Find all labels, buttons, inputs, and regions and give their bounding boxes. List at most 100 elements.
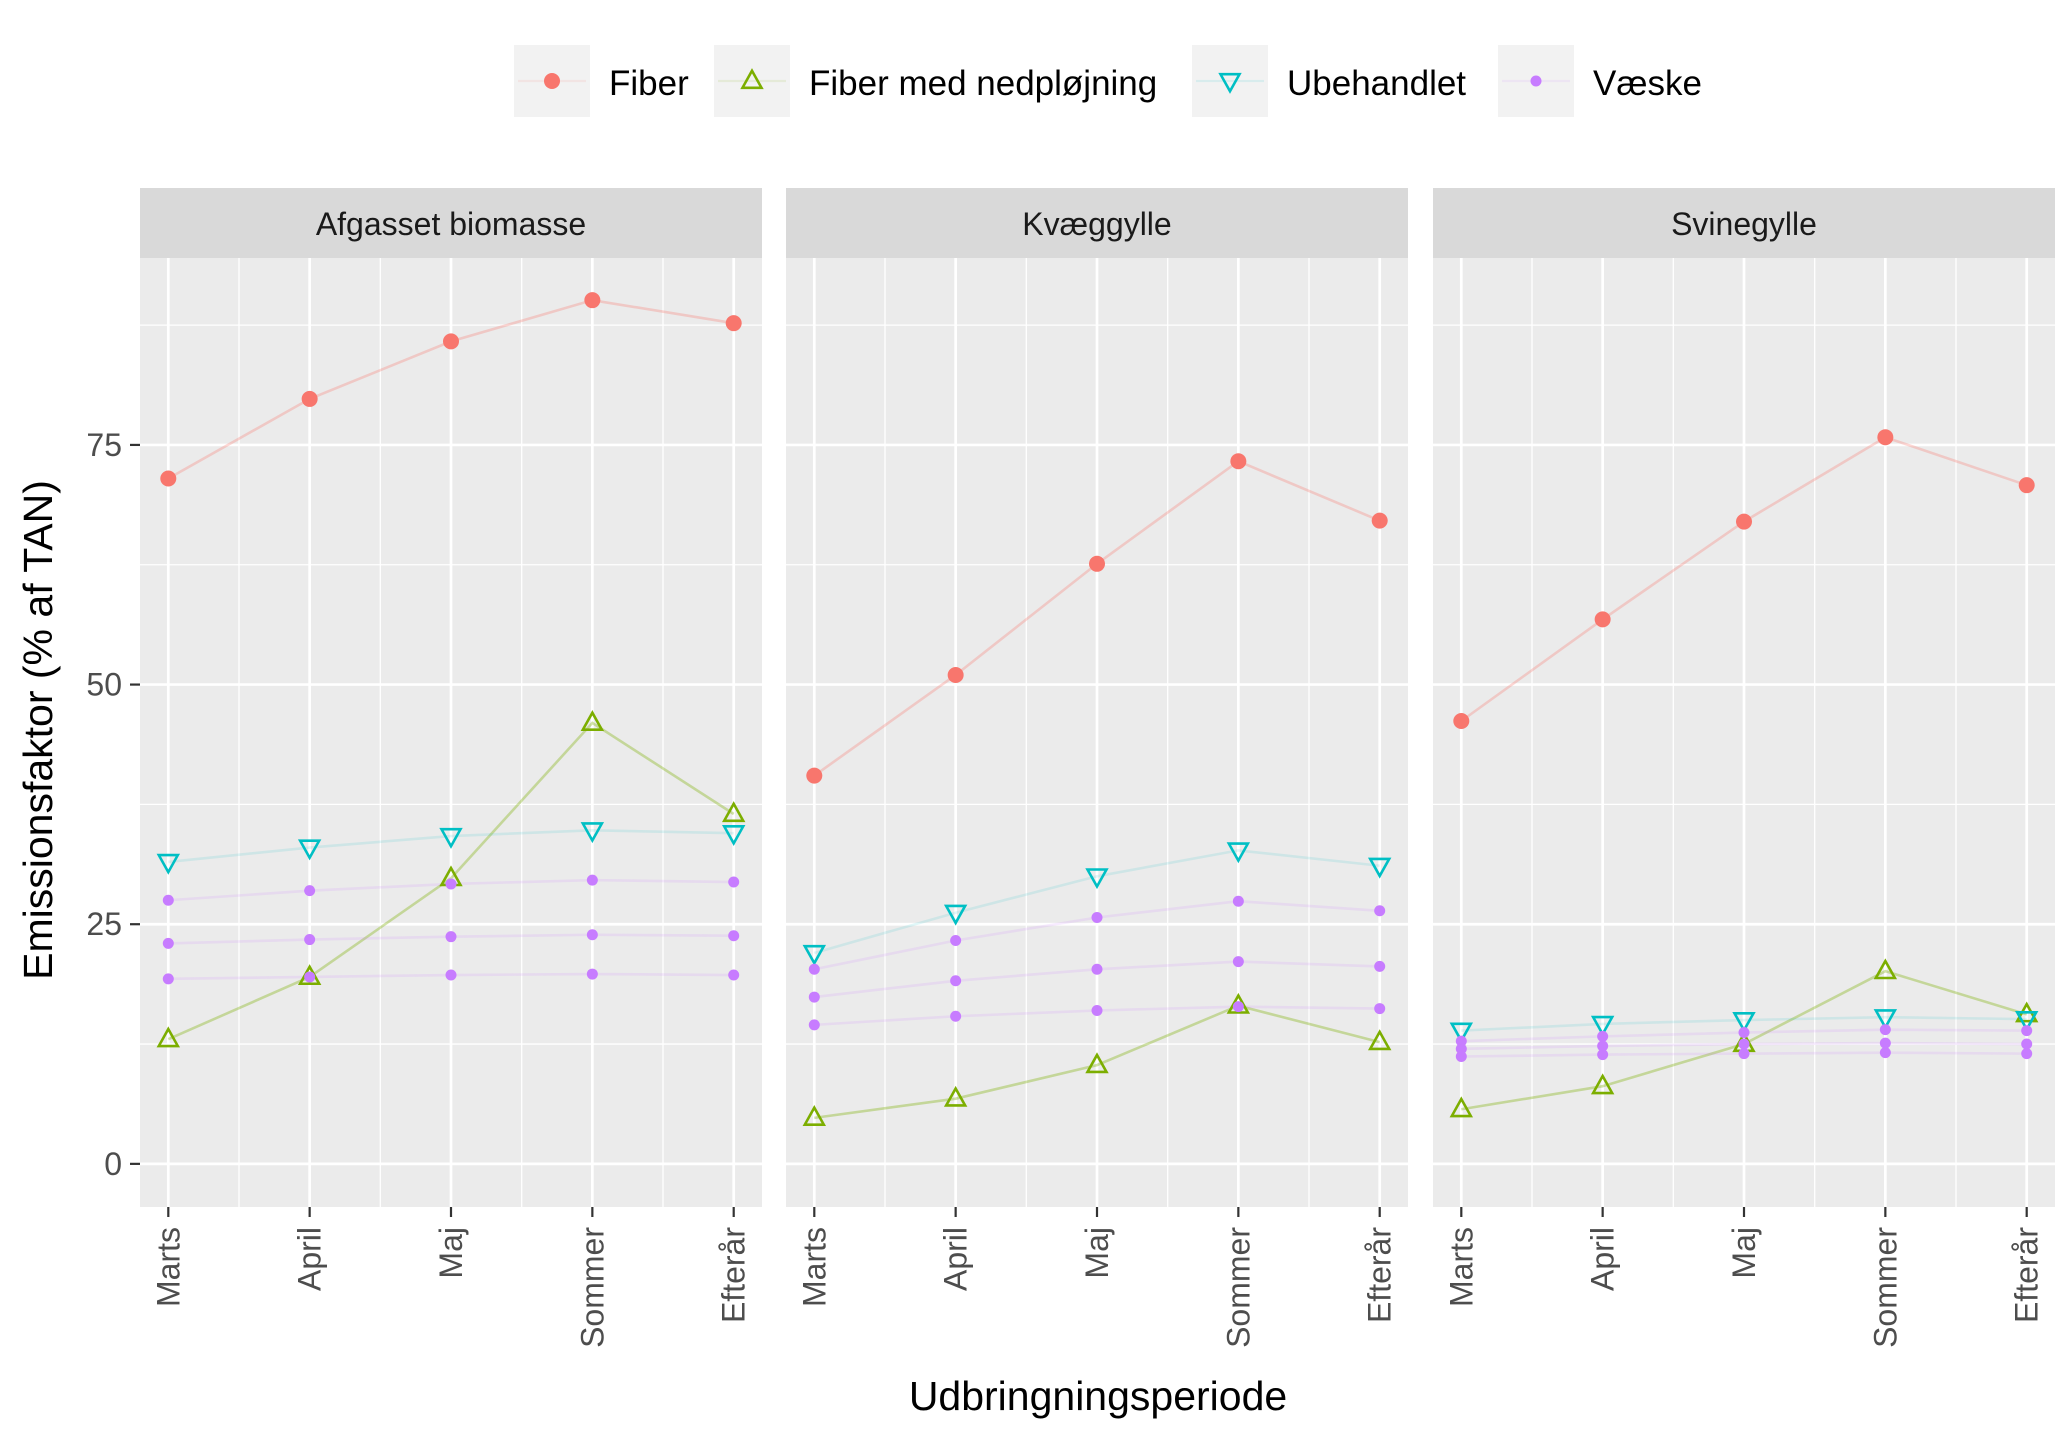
legend-label: Fiber (609, 64, 689, 103)
data-point-vaeske (586, 929, 598, 941)
data-point-vaeske (1879, 1047, 1891, 1059)
data-point-vaeske (445, 931, 457, 943)
x-tick-label: April (292, 1227, 328, 1291)
data-point-vaeske (2021, 1048, 2033, 1060)
data-point-fiber-med-nedploejning (580, 710, 605, 732)
data-point-fiber-med-nedploejning (1085, 1052, 1109, 1074)
data-point-vaeske (304, 885, 316, 897)
legend-key-marker (1218, 72, 1242, 94)
data-point-vaeske (1232, 1001, 1244, 1013)
data-point-ubehandlet (1367, 857, 1392, 879)
data-point-fiber (443, 333, 459, 350)
data-point-vaeske (950, 975, 962, 987)
x-tick-label: April (938, 1227, 974, 1291)
panel-kvaeggylle: Kvæggylle Marts April Maj Sommer Efterår (786, 188, 1408, 1348)
x-tick-label: Maj (433, 1227, 469, 1279)
data-point-vaeske (1232, 956, 1244, 968)
data-point-fiber (806, 767, 823, 784)
data-point-vaeske (808, 1019, 820, 1031)
legend-key-background (1192, 45, 1268, 117)
x-tick-label: Sommer (1220, 1227, 1256, 1348)
data-point-vaeske (728, 969, 740, 981)
x-axis-title: Udbringningsperiode (909, 1373, 1287, 1419)
data-point-vaeske (162, 973, 174, 985)
data-point-fiber (1736, 513, 1752, 530)
legend-key-background (714, 45, 790, 117)
legend-item-fiber-med-nedploejning: Fiber med nedpløjning (714, 45, 1157, 117)
data-point-vaeske (1374, 1003, 1386, 1015)
data-point-vaeske (2021, 1025, 2033, 1037)
legend-item-fiber: Fiber (514, 45, 689, 117)
x-tick-label: Sommer (1867, 1227, 1903, 1348)
data-point-ubehandlet (802, 944, 827, 966)
data-point-fiber-med-nedploejning (1367, 1029, 1392, 1051)
x-tick-label: Sommer (574, 1227, 610, 1348)
data-point-fiber (1089, 555, 1105, 572)
data-point-vaeske (1374, 905, 1386, 917)
data-point-fiber-med-nedploejning (943, 1085, 968, 1107)
facet-strip (786, 188, 1408, 258)
data-point-fiber (2018, 477, 2035, 494)
y-tick-label: 0 (104, 1146, 122, 1182)
data-point-ubehandlet (2014, 1011, 2039, 1032)
y-tick-label: 50 (86, 667, 122, 703)
data-point-vaeske (445, 969, 457, 981)
series-line-fiber-med-nedploejning (814, 1004, 1381, 1120)
data-point-vaeske (1091, 963, 1103, 975)
x-tick-label: Efterår (1362, 1227, 1398, 1323)
data-point-vaeske (162, 894, 174, 906)
data-point-vaeske (1374, 960, 1386, 972)
data-point-vaeske (1091, 1004, 1103, 1016)
data-point-vaeske (728, 930, 740, 942)
data-point-ubehandlet (1449, 1022, 1474, 1044)
legend-label: Fiber med nedpløjning (809, 64, 1157, 103)
data-point-fiber-med-nedploejning (156, 1026, 181, 1048)
data-point-ubehandlet (1732, 1011, 1756, 1033)
data-point-fiber (301, 390, 318, 407)
facet-strip (1433, 188, 2055, 258)
data-point-fiber (1453, 712, 1470, 729)
data-point-ubehandlet (439, 827, 463, 849)
data-point-fiber (584, 292, 601, 309)
data-point-vaeske (1232, 895, 1244, 907)
data-point-vaeske (586, 968, 598, 980)
facet-strip-label: Afgasset biomasse (316, 206, 586, 242)
data-point-ubehandlet (156, 853, 181, 875)
series-line-ubehandlet (813, 849, 1380, 955)
legend-key-marker (740, 68, 764, 90)
data-point-fiber (1230, 453, 1247, 470)
data-point-ubehandlet (1226, 842, 1251, 864)
x-tick-label: Maj (1079, 1227, 1115, 1279)
x-tick-label: Efterår (2009, 1227, 2045, 1323)
data-point-ubehandlet (1085, 868, 1109, 890)
x-tick-label: Marts (150, 1227, 186, 1307)
data-point-vaeske (1738, 1027, 1750, 1039)
data-point-vaeske (728, 876, 740, 888)
facet-strip (140, 188, 762, 258)
data-point-vaeske (808, 963, 820, 975)
data-point-fiber (1371, 512, 1388, 529)
data-point-fiber-med-nedploejning (1873, 958, 1898, 980)
data-point-vaeske (1597, 1040, 1609, 1052)
data-point-ubehandlet (1873, 1009, 1898, 1031)
data-point-fiber (160, 470, 177, 487)
x-tick-label: Marts (1443, 1227, 1479, 1307)
legend-item-vaeske: Væske (1498, 45, 1702, 117)
data-point-vaeske (2021, 1038, 2033, 1050)
data-point-ubehandlet (297, 839, 322, 861)
data-point-fiber (947, 666, 964, 683)
legend: Fiber Fiber med nedpløjning Ubehandlet Væsk… (514, 45, 1702, 117)
x-tick-label: Marts (796, 1227, 832, 1307)
data-point-fiber (1877, 429, 1894, 446)
data-point-fiber-med-nedploejning (1590, 1073, 1615, 1095)
facet-strip-label: Kvæggylle (1022, 206, 1171, 242)
y-axis-title: Emissionsfaktor (% af TAN) (15, 480, 61, 980)
panel-afgasset-biomasse: Afgasset biomasse Marts April Maj Sommer Efte… (140, 188, 762, 1348)
data-point-ubehandlet (721, 825, 746, 847)
data-point-ubehandlet (580, 822, 605, 844)
data-point-vaeske (1455, 1043, 1467, 1055)
data-point-vaeske (1091, 912, 1103, 924)
data-point-vaeske (304, 934, 316, 946)
data-point-fiber (1594, 611, 1611, 628)
data-point-vaeske (1738, 1048, 1750, 1060)
